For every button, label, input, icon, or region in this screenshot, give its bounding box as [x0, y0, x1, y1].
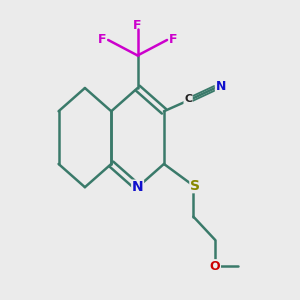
Text: N: N: [132, 180, 143, 194]
Text: F: F: [168, 34, 177, 46]
Text: F: F: [98, 34, 107, 46]
Text: N: N: [215, 80, 226, 93]
Text: O: O: [210, 260, 220, 273]
Text: C: C: [184, 94, 192, 104]
Text: F: F: [134, 19, 142, 32]
Text: S: S: [190, 178, 200, 193]
